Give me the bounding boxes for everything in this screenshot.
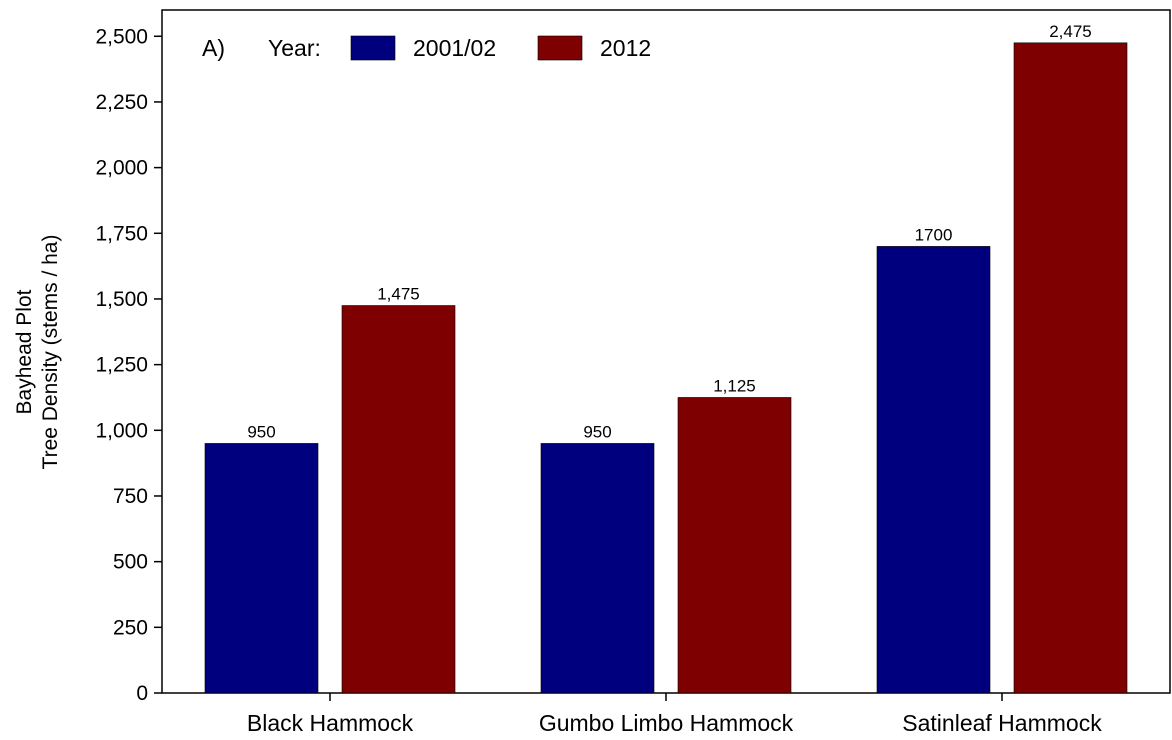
bar-value-label: 950 xyxy=(247,422,275,441)
bar-value-label: 950 xyxy=(583,422,611,441)
bars xyxy=(204,42,1128,694)
y-tick-label: 1,500 xyxy=(95,288,148,311)
y-axis-title-line-2: Tree Density (stems / ha) xyxy=(39,235,62,470)
bar-2012-2 xyxy=(677,397,792,694)
x-tick-label: Satinleaf Hammock xyxy=(902,710,1102,736)
y-tick-label: 2,000 xyxy=(95,157,148,180)
y-tick-label: 2,250 xyxy=(95,91,148,114)
bar-2001-02-1 xyxy=(204,443,319,694)
legend-title: Year: xyxy=(268,35,321,61)
legend-swatch-2012 xyxy=(537,35,583,61)
y-tick-label: 1,250 xyxy=(95,354,148,377)
y-axis-title: Bayhead Plot Tree Density (stems / ha) xyxy=(13,235,62,470)
y-tick-label: 750 xyxy=(113,485,148,508)
x-tick-label: Black Hammock xyxy=(247,710,414,736)
legend: A) Year: 2001/02 2012 xyxy=(202,35,651,61)
bar-value-label: 1,125 xyxy=(713,376,756,395)
bar-2012-1 xyxy=(341,305,456,694)
legend-label: 2012 xyxy=(600,35,651,61)
bar-2001-02-3 xyxy=(876,246,991,694)
bar-value-label: 1,475 xyxy=(377,285,420,304)
bar-value-label: 1700 xyxy=(915,225,953,244)
bar-value-label: 2,475 xyxy=(1049,22,1092,41)
y-axis: 0 250 500 750 1,000 1,250 1,500 1,750 2,000 2,250… xyxy=(95,25,162,705)
legend-swatch-2001-02 xyxy=(350,35,396,61)
y-tick-label: 1,750 xyxy=(95,222,148,245)
bar-2012-3 xyxy=(1013,42,1128,694)
panel-label: A) xyxy=(202,35,225,61)
y-axis-title-line-1: Bayhead Plot xyxy=(13,289,36,414)
y-tick-label: 0 xyxy=(136,682,148,705)
legend-label: 2001/02 xyxy=(413,35,496,61)
x-tick-label: Gumbo Limbo Hammock xyxy=(539,710,794,736)
x-axis: Black Hammock Gumbo Limbo Hammock Satinlea… xyxy=(247,693,1102,736)
y-tick-label: 1,000 xyxy=(95,419,148,442)
y-tick-label: 500 xyxy=(113,551,148,574)
y-tick-label: 2,500 xyxy=(95,25,148,48)
y-tick-label: 250 xyxy=(113,616,148,639)
value-labels: 950 1,475 950 1,125 1700 2,475 xyxy=(247,22,1091,442)
bar-2001-02-2 xyxy=(540,443,655,694)
